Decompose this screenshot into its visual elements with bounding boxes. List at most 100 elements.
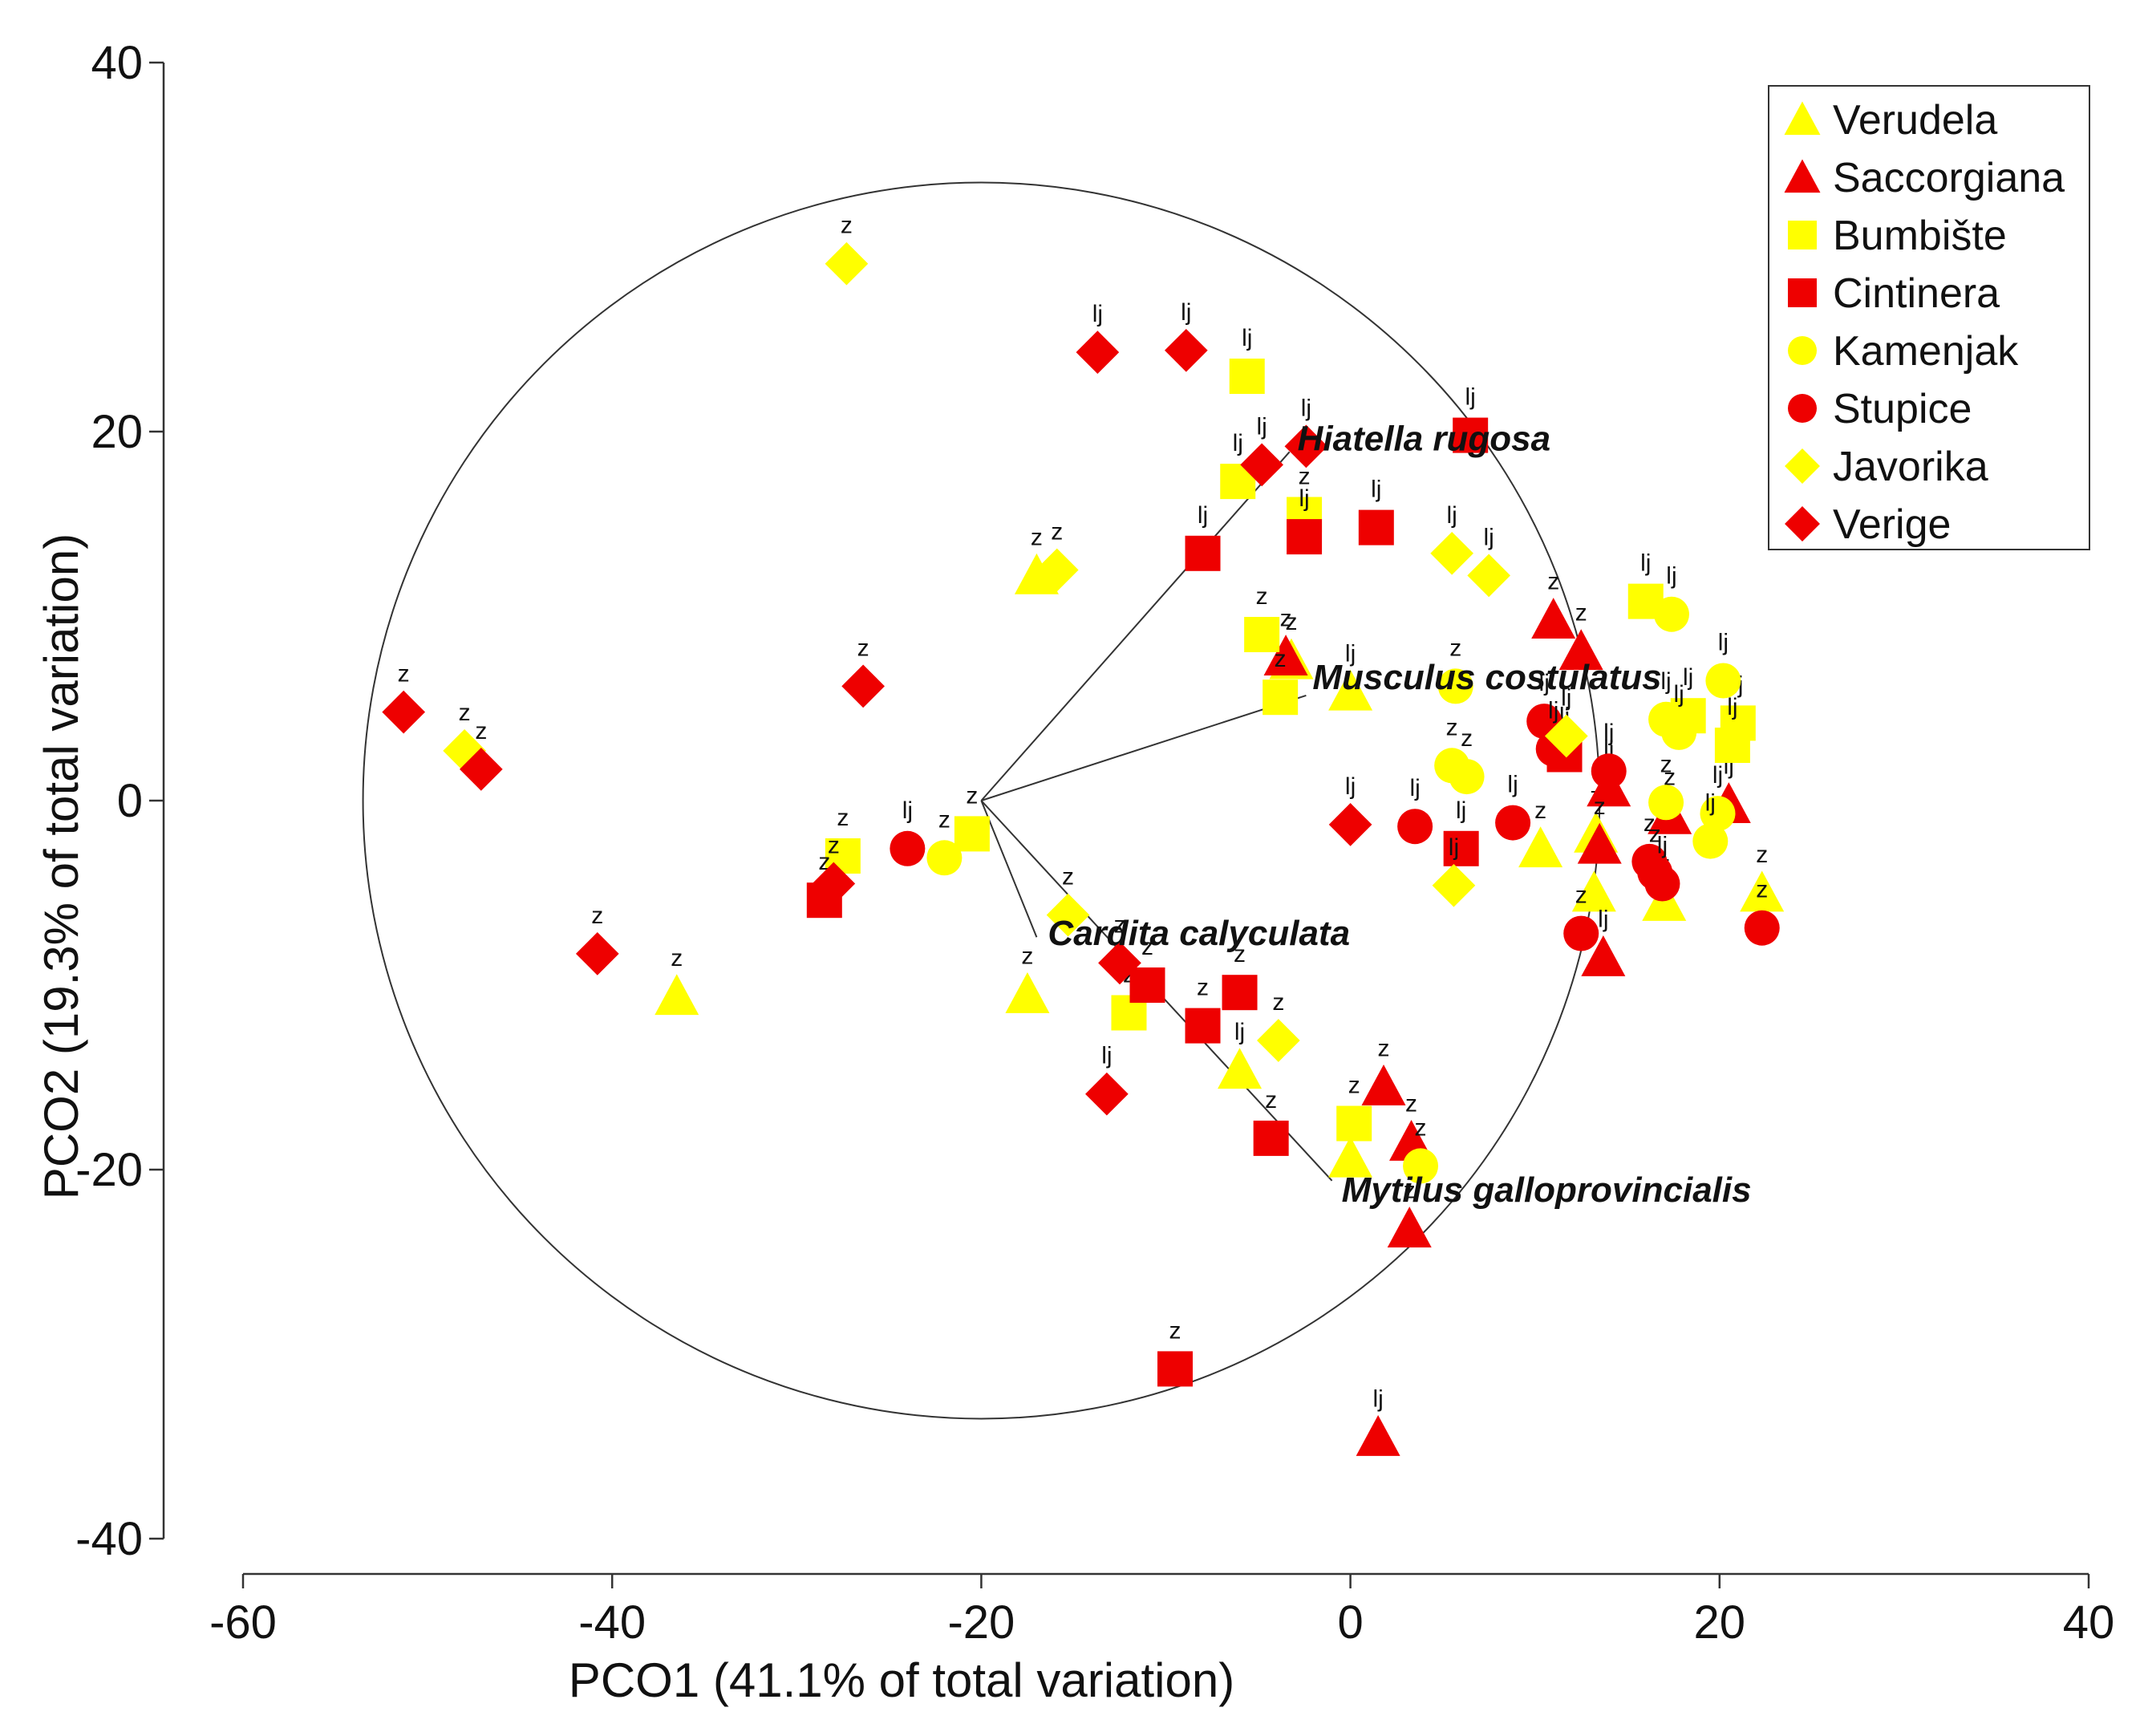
point-label: z — [1280, 606, 1292, 632]
legend-marker-saccorgiana — [1784, 159, 1821, 193]
point-verige — [1164, 328, 1208, 372]
point-label: z — [475, 718, 487, 744]
point-kamenjak — [1449, 759, 1485, 795]
point-stupice — [1495, 805, 1531, 841]
point-javorika — [1035, 548, 1079, 592]
point-label: lj — [1674, 681, 1684, 708]
point-label: lj — [1660, 668, 1671, 695]
point-label: lj — [1683, 664, 1693, 691]
point-stupice — [1644, 866, 1680, 902]
vector-label: Mytilus galloprovincialis — [1342, 1170, 1752, 1210]
point-verige — [841, 664, 885, 708]
point-cintinera — [1358, 509, 1394, 546]
y-tick-label: 20 — [91, 406, 143, 458]
point-kamenjak — [1661, 714, 1697, 750]
point-label: z — [837, 805, 849, 831]
point-label: lj — [1371, 477, 1381, 503]
point-kamenjak — [1648, 785, 1684, 821]
point-cintinera — [1129, 967, 1165, 1003]
point-verudela — [1740, 870, 1785, 912]
point-label: z — [1664, 764, 1676, 790]
y-tick-label: -40 — [75, 1513, 143, 1565]
point-label: lj — [1242, 325, 1252, 351]
point-label: z — [1141, 934, 1153, 960]
point-label: z — [459, 700, 471, 726]
y-tick-label: 0 — [117, 775, 143, 827]
legend-marker-cintinera — [1788, 278, 1817, 307]
point-label: lj — [1666, 563, 1676, 590]
point-stupice — [1591, 753, 1627, 789]
vector-musculus-costulatus — [981, 694, 1307, 801]
point-cintinera — [1253, 1120, 1289, 1156]
x-tick-label: 40 — [2063, 1596, 2115, 1649]
point-label: lj — [1603, 720, 1614, 746]
point-javorika — [1046, 893, 1090, 937]
point-label: lj — [1181, 299, 1191, 326]
x-axis-title: PCO1 (41.1% of total variation) — [569, 1653, 1234, 1707]
point-label: z — [1169, 1317, 1181, 1344]
point-label: z — [1756, 842, 1768, 868]
point-bumbi-te — [1229, 359, 1265, 394]
point-label: lj — [1198, 502, 1208, 529]
legend-label-javorika: Javorika — [1833, 444, 1988, 490]
point-kamenjak — [1653, 596, 1689, 632]
point-label: z — [1265, 1087, 1277, 1113]
legend-marker-bumbi-te — [1788, 221, 1817, 249]
legend-label-verige: Verige — [1833, 501, 1951, 548]
point-saccorgiana — [1577, 822, 1622, 864]
vector-label: Hiatella rugosa — [1298, 419, 1550, 458]
point-label: z — [1534, 797, 1546, 824]
point-verige — [1076, 331, 1120, 374]
point-label: z — [398, 661, 410, 688]
axes: -60 -40 -20 0 20 40 -40 -20 0 20 40 — [75, 37, 2114, 1649]
point-bumbi-te — [1244, 617, 1280, 652]
point-saccorgiana — [1387, 1207, 1432, 1247]
point-label: lj — [1256, 413, 1267, 440]
point-verudela — [1218, 1048, 1263, 1089]
point-label: z — [1404, 1178, 1416, 1204]
point-kamenjak — [1692, 823, 1729, 859]
point-label: lj — [1233, 430, 1243, 456]
point-verudela — [1328, 669, 1373, 711]
point-kamenjak — [1700, 796, 1736, 832]
point-label: z — [857, 635, 869, 661]
legend: Verudela Saccorgiana Bumbište Cintinera Kame… — [1768, 85, 2090, 550]
point-label: z — [1575, 600, 1587, 627]
point-saccorgiana — [1531, 598, 1576, 639]
point-label: lj — [1409, 775, 1420, 801]
legend-label-stupice: Stupice — [1833, 386, 1972, 432]
vector-label: Cardita calyculata — [1048, 914, 1350, 953]
point-javorika — [1257, 1019, 1300, 1062]
point-stupice — [1397, 809, 1433, 845]
point-cintinera — [1453, 417, 1489, 453]
point-saccorgiana — [1558, 629, 1603, 671]
point-verudela — [1571, 870, 1616, 912]
vector-labels: Hiatella rugosa Musculus costulatus Cardit… — [1048, 419, 1751, 1210]
point-label: lj — [1539, 670, 1550, 696]
legend-box — [1768, 85, 2090, 550]
point-cintinera — [1443, 830, 1479, 866]
point-javorika — [1544, 714, 1588, 758]
y-tick-label: -20 — [75, 1144, 143, 1196]
point-label: z — [591, 902, 603, 929]
point-label: z — [671, 945, 683, 971]
point-label: z — [1594, 793, 1606, 820]
point-label: lj — [1456, 797, 1466, 824]
point-javorika — [825, 241, 869, 286]
vector-cardita-calyculata — [980, 800, 1038, 938]
point-label: z — [828, 833, 840, 859]
point-label: lj — [1299, 485, 1309, 512]
point-stupice — [1563, 915, 1599, 951]
point-verudela — [1014, 553, 1059, 594]
legend-marker-verige — [1785, 506, 1820, 541]
point-verige — [1328, 803, 1372, 846]
point-verudela — [1518, 826, 1563, 868]
legend-label-saccorgiana: Saccorgiana — [1833, 155, 2065, 201]
y-axis-title: PCO2 (19.3% of total variation) — [34, 533, 88, 1199]
point-label: lj — [1640, 550, 1651, 577]
point-saccorgiana — [1361, 1065, 1406, 1105]
point-verige — [1085, 1072, 1129, 1116]
x-tick-label: -20 — [947, 1596, 1015, 1649]
point-label: z — [1449, 635, 1461, 661]
